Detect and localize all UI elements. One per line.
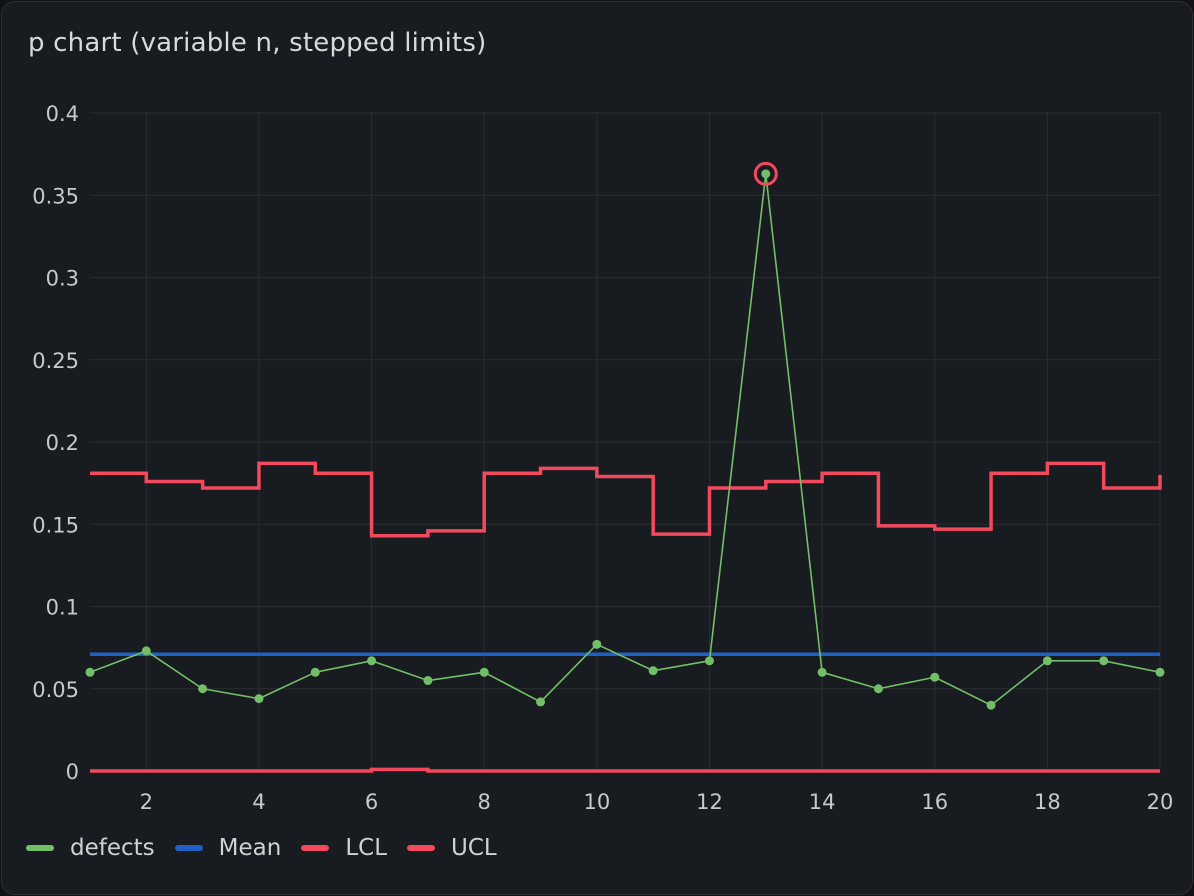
series-defects-point (479, 667, 489, 677)
series-defects-line (89, 173, 1161, 706)
chart-title: p chart (variable n, stepped limits) (28, 28, 487, 58)
series-defects-point (873, 684, 883, 694)
x-tick-label: 10 (583, 790, 610, 814)
series-defects-point (536, 697, 546, 707)
legend-swatch-lcl (301, 845, 330, 851)
legend-swatch-mean (174, 845, 203, 851)
series-defects-point (704, 656, 714, 666)
series-defects-point (85, 667, 95, 677)
series-defects-point (761, 169, 771, 179)
legend-label-lcl: LCL (345, 835, 388, 861)
x-tick-label: 20 (1147, 790, 1174, 814)
series-defects-point (254, 694, 264, 704)
y-tick-label: 0.05 (32, 678, 79, 702)
y-tick-label: 0.2 (46, 431, 79, 455)
y-tick-label: 0 (66, 760, 79, 784)
x-axis-ticks: 2 4 6 8 10 12 14 16 18 20 (140, 790, 1174, 814)
series-layer (85, 161, 1165, 773)
series-defects-point (310, 667, 320, 677)
series-defects-point (986, 700, 996, 710)
x-tick-label: 12 (696, 790, 723, 814)
legend-label-mean: Mean (218, 835, 282, 861)
series-defects-point (1099, 656, 1109, 666)
series-ucl-line (90, 461, 1162, 538)
x-tick-label: 14 (809, 790, 836, 814)
series-defects-point (1155, 667, 1165, 677)
series-defects-point (648, 666, 658, 676)
x-tick-label: 6 (365, 790, 378, 814)
x-tick-label: 4 (252, 790, 265, 814)
legend-label-ucl: UCL (451, 835, 497, 861)
x-tick-label: 2 (140, 790, 153, 814)
series-defects-point (930, 672, 940, 682)
series-defects-point (423, 676, 433, 686)
legend-item-ucl[interactable]: UCL (407, 835, 497, 861)
series-defects-point (141, 646, 151, 656)
x-tick-label: 16 (921, 790, 948, 814)
legend-item-mean[interactable]: Mean (174, 835, 282, 861)
legend-item-defects[interactable]: defects (26, 835, 155, 861)
series-defects-point (198, 684, 208, 694)
y-tick-label: 0.25 (32, 349, 79, 373)
series-defects-point (1042, 656, 1052, 666)
x-tick-label: 18 (1034, 790, 1061, 814)
y-tick-label: 0.1 (46, 596, 79, 620)
y-tick-label: 0.3 (46, 267, 79, 291)
legend-swatch-ucl (407, 845, 436, 851)
legend-swatch-defects (26, 845, 54, 851)
y-tick-label: 0.4 (46, 102, 79, 126)
out-of-control-marker (753, 161, 778, 186)
grid (90, 112, 1161, 772)
series-defects-point (817, 667, 827, 677)
series-lcl-line (90, 767, 1160, 773)
x-tick-label: 8 (478, 790, 491, 814)
series-defects-point (592, 639, 602, 649)
y-tick-label: 0.35 (32, 184, 79, 208)
y-tick-label: 0.15 (32, 513, 79, 537)
legend-label-defects: defects (70, 835, 155, 861)
y-axis-ticks: 0 0.05 0.1 0.15 0.2 0.25 0.3 0.35 0.4 (32, 102, 79, 784)
legend: defects Mean LCL UCL (26, 835, 517, 861)
legend-item-lcl[interactable]: LCL (301, 835, 387, 861)
series-defects-point (367, 656, 377, 666)
